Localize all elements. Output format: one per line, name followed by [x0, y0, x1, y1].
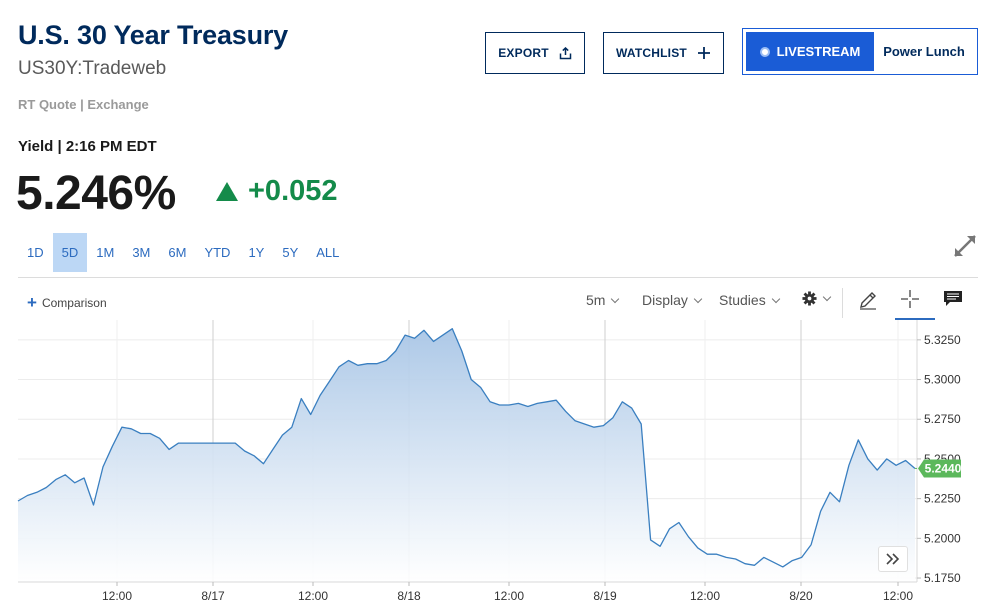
price-value: 5.246% [16, 167, 176, 220]
tab-range-1d[interactable]: 1D [27, 245, 44, 260]
tab-range-1y[interactable]: 1Y [248, 245, 265, 260]
x-tick-label: 12:00 [102, 589, 132, 603]
live-dot-icon [759, 46, 770, 57]
display-label: Display [642, 292, 688, 308]
tab-range-1m[interactable]: 1M [96, 245, 115, 260]
chevron-down-icon [771, 294, 780, 303]
watchlist-label: WATCHLIST [616, 46, 687, 60]
crosshair-icon [901, 290, 919, 308]
chevron-down-icon [693, 294, 703, 303]
x-tick-label: 8/19 [593, 589, 617, 603]
tab-range-5y[interactable]: 5Y [282, 245, 299, 260]
crosshair-active-underline [895, 318, 935, 320]
symbol-subtitle: US30Y:Tradeweb [18, 58, 167, 79]
y-tick-label: 5.2750 [924, 412, 961, 426]
livestream-button[interactable]: LIVESTREAM Power Lunch [742, 28, 978, 75]
livestream-label: LIVESTREAM [776, 44, 861, 59]
last-price-tag [918, 459, 961, 478]
price-chart[interactable]: 5.32505.30005.27505.25005.22505.20005.17… [0, 320, 991, 610]
toolbar-separator [842, 288, 843, 318]
quote-type: RT Quote | Exchange [18, 97, 149, 112]
y-tick-label: 5.1750 [924, 571, 961, 585]
x-tick-label: 8/17 [201, 589, 225, 603]
export-label: EXPORT [498, 46, 549, 60]
crosshair-tool-button[interactable] [901, 290, 919, 308]
x-tick-label: 12:00 [494, 589, 524, 603]
studies-dropdown[interactable]: Studies [719, 292, 780, 308]
page-title: U.S. 30 Year Treasury [18, 20, 288, 50]
double-chevron-right-icon [886, 553, 900, 565]
share-icon [559, 46, 572, 59]
comment-icon [944, 291, 962, 306]
livestream-badge: LIVESTREAM [746, 32, 874, 71]
range-tabs: 1D 5D 1M 3M 6M YTD 1Y 5Y ALL [18, 233, 348, 272]
comparison-button[interactable]: + Comparison [27, 293, 107, 312]
x-tick-label: 12:00 [883, 589, 913, 603]
studies-label: Studies [719, 292, 766, 308]
tab-range-all[interactable]: ALL [316, 245, 340, 260]
y-tick-label: 5.2250 [924, 492, 961, 506]
tab-range-6m[interactable]: 6M [168, 245, 187, 260]
price-change: +0.052 [216, 175, 338, 208]
plus-icon [697, 47, 710, 59]
show-name: Power Lunch [883, 44, 965, 59]
divider [18, 277, 978, 278]
y-tick-label: 5.3000 [924, 373, 961, 387]
tab-range-5d[interactable]: 5D [52, 233, 88, 272]
draw-tool-button[interactable] [858, 290, 878, 310]
export-button[interactable]: EXPORT [485, 32, 585, 74]
watchlist-button[interactable]: WATCHLIST [603, 32, 724, 74]
scroll-to-latest-button[interactable] [878, 546, 908, 572]
expand-icon[interactable] [952, 233, 978, 259]
last-price-label: 5.2440 [925, 461, 962, 475]
settings-dropdown[interactable] [802, 291, 832, 306]
chevron-down-icon [611, 294, 620, 303]
x-tick-label: 12:00 [690, 589, 720, 603]
price-change-value: +0.052 [248, 175, 338, 207]
y-tick-label: 5.2000 [924, 531, 961, 545]
x-tick-label: 8/20 [789, 589, 813, 603]
plus-icon: + [27, 293, 37, 312]
up-arrow-icon [216, 182, 238, 201]
series-line [17, 328, 916, 568]
comparison-label: Comparison [41, 296, 107, 310]
x-tick-label: 12:00 [298, 589, 328, 603]
y-tick-label: 5.3250 [924, 333, 961, 347]
display-dropdown[interactable]: Display [642, 292, 703, 308]
gear-icon [802, 291, 817, 306]
pencil-icon [860, 292, 876, 310]
comments-button[interactable] [944, 291, 962, 307]
interval-dropdown[interactable]: 5m [586, 292, 620, 308]
chevron-down-icon [822, 292, 832, 302]
yield-label: Yield | 2:16 PM EDT [18, 138, 157, 155]
series-area [18, 328, 915, 582]
x-tick-label: 8/18 [397, 589, 421, 603]
interval-label: 5m [586, 292, 606, 308]
tab-range-3m[interactable]: 3M [132, 245, 151, 260]
tab-range-ytd[interactable]: YTD [204, 245, 231, 260]
